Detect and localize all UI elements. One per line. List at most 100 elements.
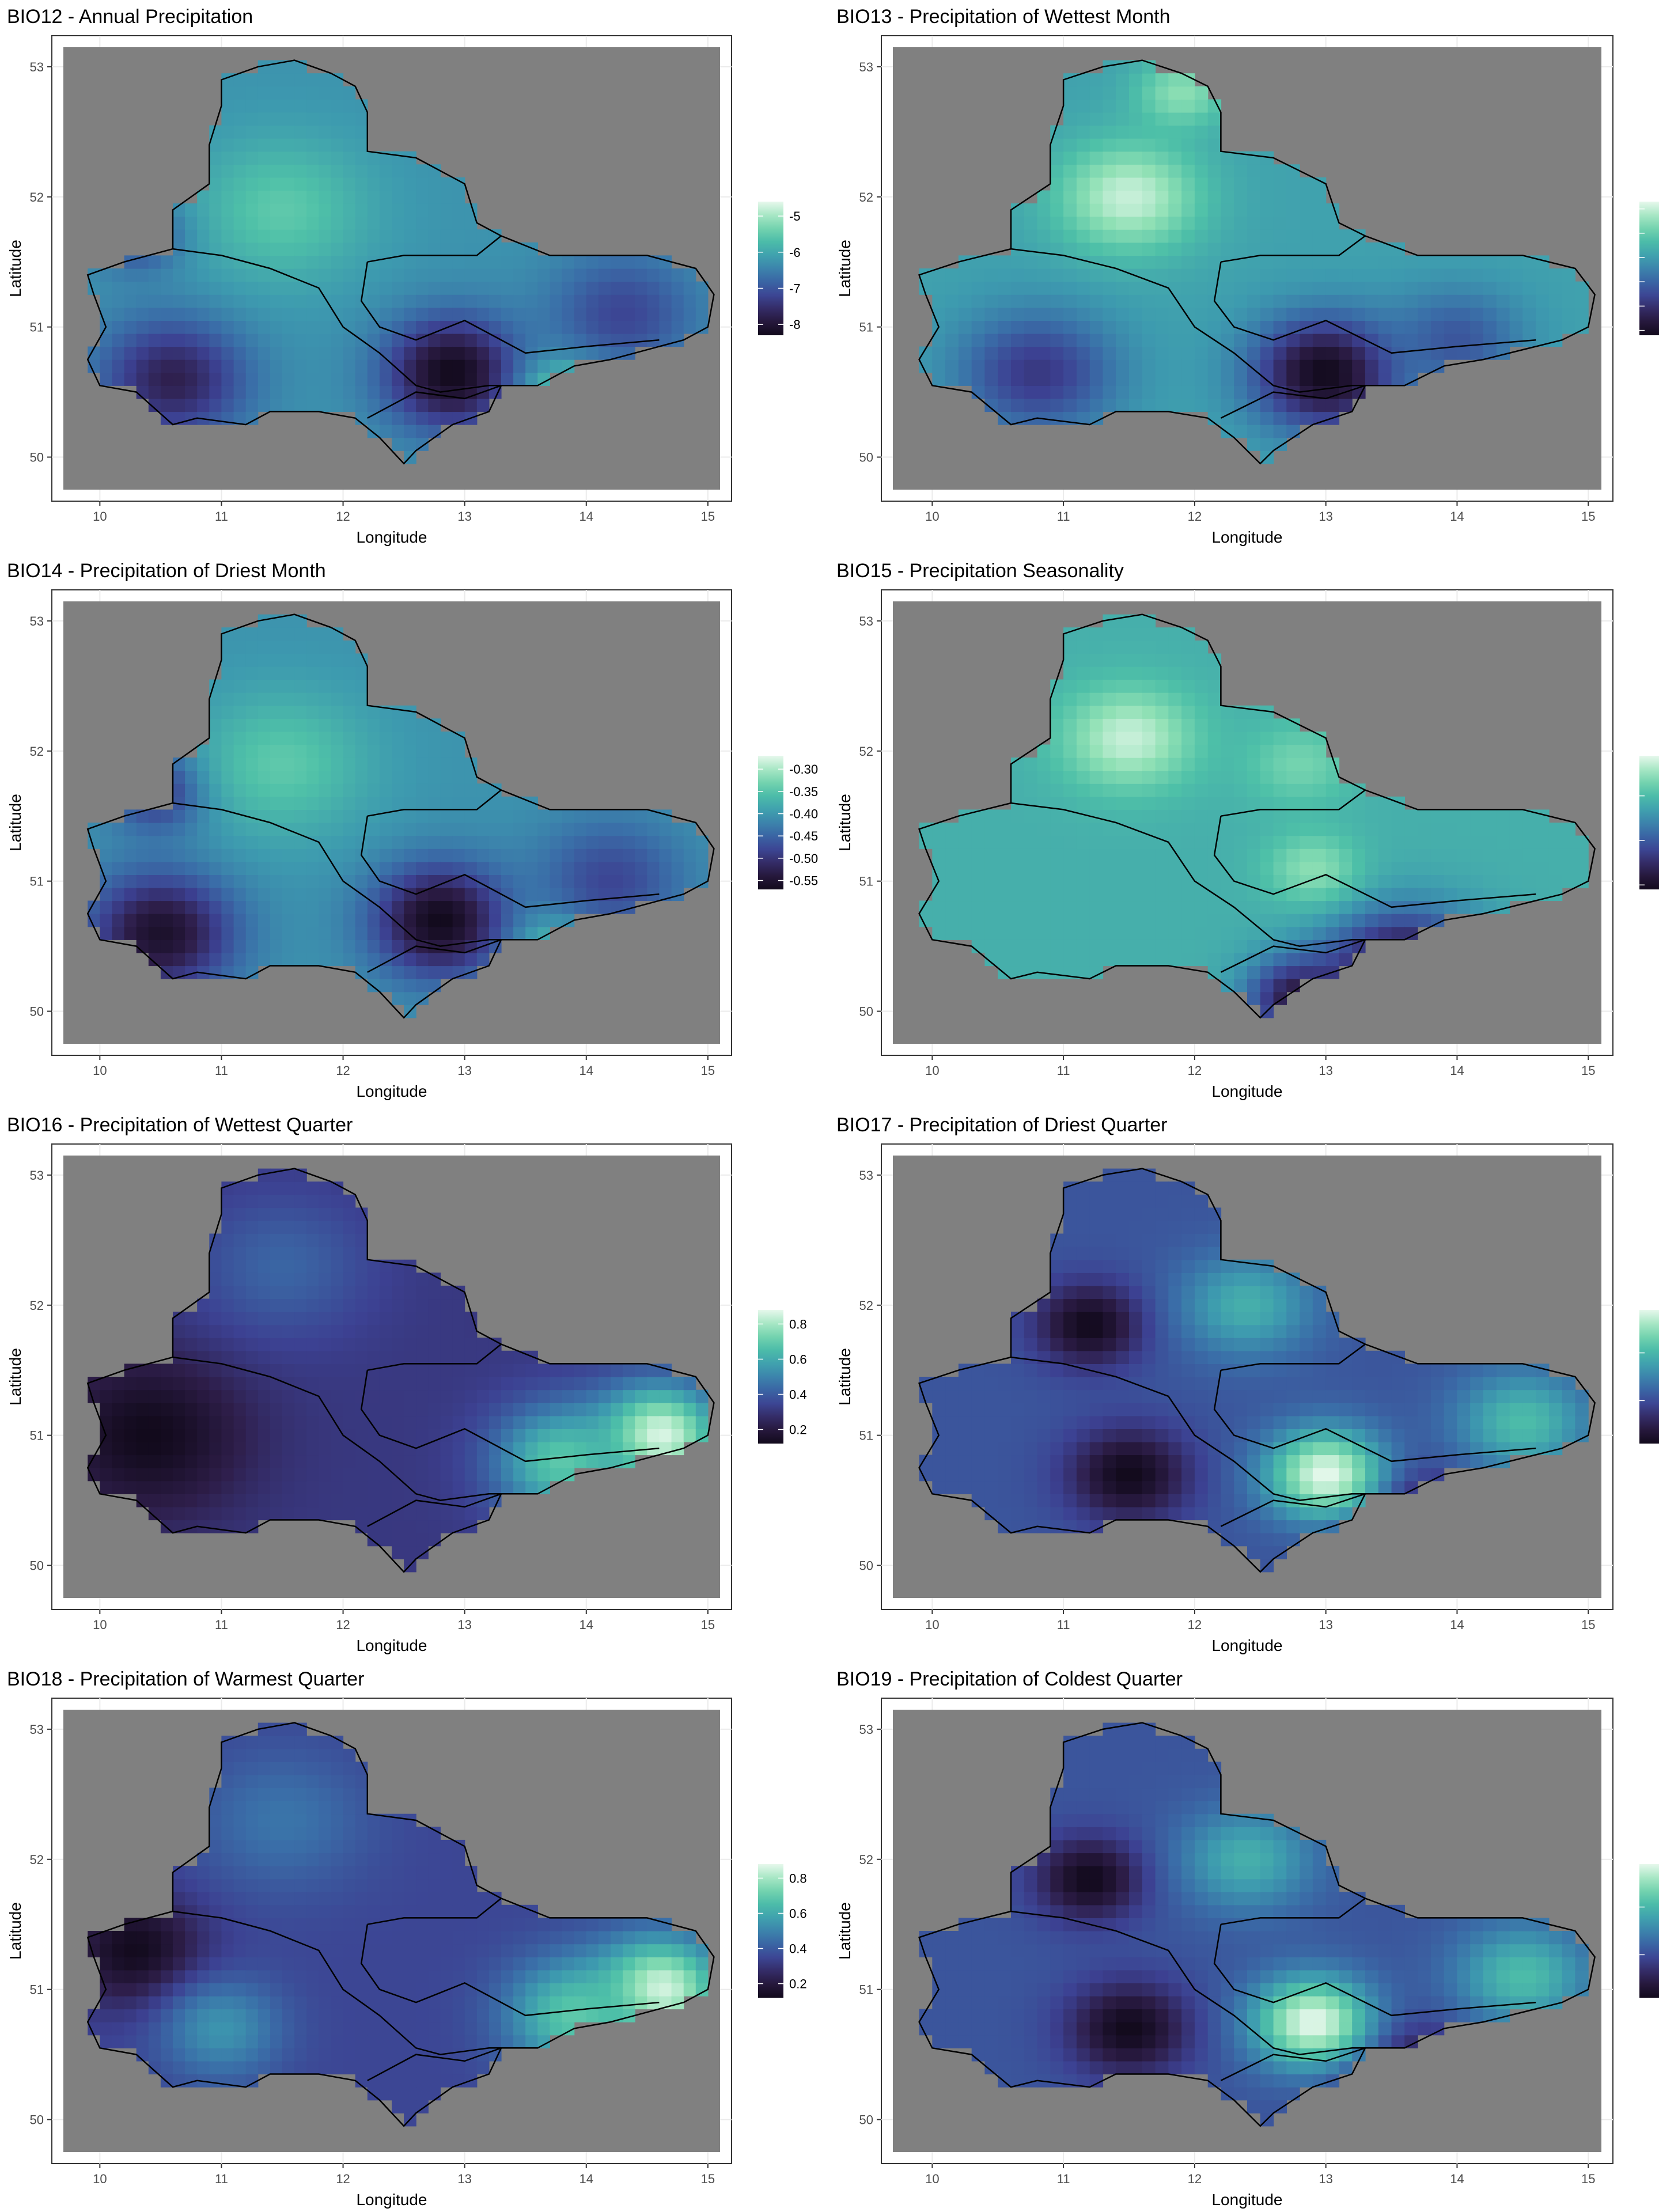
raster-cell bbox=[185, 411, 198, 425]
raster-cell bbox=[392, 849, 404, 862]
raster-cell bbox=[932, 281, 946, 295]
raster-cell bbox=[233, 1441, 247, 1456]
raster-cell bbox=[1221, 744, 1234, 758]
raster-cell bbox=[1181, 99, 1195, 113]
raster-cell bbox=[695, 874, 709, 888]
raster-cell bbox=[428, 861, 441, 875]
raster-cell bbox=[112, 281, 125, 295]
raster-cell bbox=[1011, 346, 1025, 360]
raster-cell bbox=[537, 1403, 550, 1416]
raster-cell bbox=[1089, 99, 1104, 113]
raster-cell bbox=[245, 411, 259, 425]
raster-cell bbox=[392, 940, 404, 953]
raster-cell bbox=[209, 177, 222, 191]
raster-cell bbox=[245, 1259, 259, 1273]
raster-cell bbox=[1207, 1285, 1222, 1300]
raster-cell bbox=[112, 914, 125, 927]
raster-cell bbox=[1011, 900, 1025, 914]
raster-cell bbox=[1063, 1324, 1077, 1338]
raster-cell bbox=[367, 1520, 380, 1533]
raster-cell bbox=[185, 1312, 198, 1325]
raster-cell bbox=[1221, 757, 1234, 771]
raster-cell bbox=[1037, 770, 1051, 784]
raster-cell bbox=[1168, 1194, 1182, 1208]
raster-cell bbox=[148, 307, 161, 321]
raster-cell bbox=[1247, 1285, 1261, 1300]
raster-cell bbox=[1050, 1403, 1064, 1416]
raster-cell bbox=[319, 1415, 331, 1429]
raster-cell bbox=[209, 1455, 222, 1468]
raster-cell bbox=[971, 1415, 986, 1429]
raster-cell bbox=[1168, 125, 1182, 139]
raster-cell bbox=[233, 705, 247, 719]
raster-cell bbox=[984, 307, 998, 321]
raster-cell bbox=[112, 1455, 125, 1468]
raster-cell bbox=[379, 861, 392, 875]
raster-cell bbox=[221, 320, 234, 334]
raster-cell bbox=[124, 333, 137, 347]
raster-cell bbox=[428, 359, 441, 373]
raster-cell bbox=[452, 1285, 465, 1300]
raster-cell bbox=[1037, 744, 1051, 758]
raster-cell bbox=[319, 692, 331, 706]
raster-cell bbox=[1142, 940, 1156, 953]
raster-cell bbox=[1391, 835, 1405, 849]
raster-cell bbox=[501, 1363, 514, 1377]
raster-cell bbox=[404, 1429, 416, 1442]
raster-cell bbox=[1089, 346, 1104, 360]
raster-cell bbox=[270, 874, 283, 888]
raster-cell bbox=[1247, 1441, 1261, 1456]
raster-cell bbox=[367, 216, 380, 230]
raster-cell bbox=[1089, 359, 1104, 373]
raster-cell bbox=[197, 952, 210, 967]
raster-cell bbox=[635, 1429, 647, 1442]
raster-cell bbox=[440, 1480, 453, 1494]
raster-cell bbox=[1378, 268, 1392, 282]
raster-cell bbox=[537, 874, 550, 888]
raster-cell bbox=[1470, 887, 1484, 902]
raster-cell bbox=[971, 346, 986, 360]
raster-cell bbox=[945, 281, 959, 295]
raster-cell bbox=[501, 1455, 514, 1468]
raster-cell bbox=[343, 849, 356, 862]
raster-cell bbox=[1155, 926, 1169, 940]
raster-cell bbox=[173, 294, 185, 308]
raster-cell bbox=[1247, 757, 1261, 771]
raster-cell bbox=[197, 914, 210, 927]
raster-cells bbox=[919, 614, 1589, 1018]
raster-cell bbox=[513, 835, 526, 849]
raster-cell bbox=[1286, 887, 1300, 902]
raster-cell bbox=[1339, 281, 1353, 295]
raster-cell bbox=[1221, 294, 1234, 308]
raster-cell bbox=[513, 1389, 526, 1403]
raster-cell bbox=[209, 1259, 222, 1273]
raster-cell bbox=[574, 823, 587, 836]
raster-cell bbox=[611, 849, 623, 862]
y-axis-label: Latitude bbox=[836, 794, 854, 851]
raster-cell bbox=[574, 1429, 587, 1442]
raster-cell bbox=[392, 294, 404, 308]
raster-cell bbox=[958, 849, 972, 862]
raster-cell bbox=[233, 320, 247, 334]
raster-cell bbox=[1234, 744, 1248, 758]
raster-cell bbox=[367, 320, 380, 334]
raster-cell bbox=[1155, 861, 1169, 875]
raster-cell bbox=[971, 849, 986, 862]
raster-cell bbox=[282, 940, 295, 953]
raster-cell bbox=[932, 1468, 946, 1482]
raster-cell bbox=[1050, 965, 1064, 979]
raster-cell bbox=[257, 359, 271, 373]
raster-cell bbox=[1247, 1272, 1261, 1286]
raster-cell bbox=[1300, 229, 1313, 243]
raster-cell bbox=[209, 849, 222, 862]
raster-cell bbox=[1194, 307, 1209, 321]
raster-cell bbox=[1300, 1285, 1313, 1300]
raster-cell bbox=[331, 359, 344, 373]
raster-cell bbox=[355, 1389, 368, 1403]
raster-cell bbox=[404, 164, 416, 178]
raster-cell bbox=[464, 1415, 478, 1429]
raster-cell bbox=[1181, 874, 1195, 888]
raster-cell bbox=[1089, 86, 1104, 100]
raster-cell bbox=[1103, 757, 1116, 771]
raster-cell bbox=[282, 372, 295, 386]
